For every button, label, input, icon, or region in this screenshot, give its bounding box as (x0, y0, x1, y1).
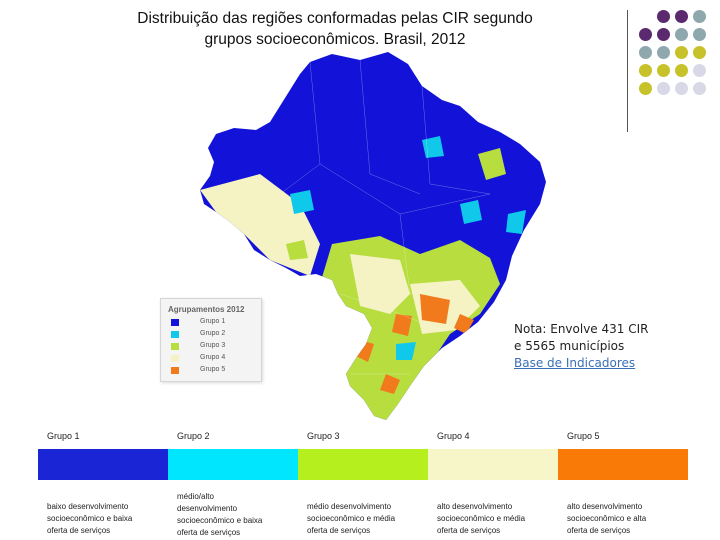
title-line-2: grupos socioeconômicos. Brasil, 2012 (204, 31, 466, 48)
group-description-line: oferta de serviços (437, 526, 501, 535)
group-description-line: médio/alto (177, 492, 214, 501)
group-description-line: baixo desenvolvimento (47, 502, 129, 511)
note-line-1: Nota: Envolve 431 CIR (514, 322, 649, 336)
map-legend-swatch (171, 319, 179, 326)
region-group-3-west (286, 240, 308, 260)
group-name: Grupo 2 (177, 431, 210, 441)
map-legend-label: Grupo 4 (200, 354, 226, 361)
decorative-dot (657, 10, 670, 23)
group-description-line: oferta de serviços (307, 526, 371, 535)
decorative-dot (657, 82, 670, 95)
group-name: Grupo 3 (307, 431, 340, 441)
note-line-2: e 5565 municípios (514, 339, 625, 353)
decorative-dot (675, 46, 688, 59)
decorative-dot (639, 64, 652, 77)
map-legend-label: Grupo 2 (200, 330, 226, 337)
group-description-line: socioeconômico e baixa (177, 516, 263, 525)
group-description: médio desenvolvimento socioeconômico e m… (307, 501, 427, 537)
map-legend: Agrupamentos 2012 Grupo 1 Grupo 2 Grupo … (160, 298, 262, 382)
group-description-line: socioeconômico e média (307, 514, 396, 523)
group-name: Grupo 5 (567, 431, 600, 441)
region-group-3-south (320, 236, 500, 420)
region-group-5-a (420, 294, 450, 324)
brazil-map (200, 52, 546, 420)
indicators-link[interactable]: Base de Indicadores (514, 356, 636, 370)
group-swatch (38, 449, 168, 480)
decorative-dot (693, 82, 706, 95)
group-name: Grupo 1 (47, 431, 80, 441)
map-legend-swatch (171, 367, 179, 374)
region-group-5-d (454, 314, 474, 334)
group-swatch (168, 449, 298, 480)
region-group-5-b (392, 314, 412, 336)
group-swatch (298, 449, 428, 480)
group-description-line: socioeconômico e baixa (47, 514, 133, 523)
note-box: Nota: Envolve 431 CIR e 5565 municípios … (514, 321, 684, 372)
decorative-dot (675, 64, 688, 77)
state-borders (279, 59, 491, 375)
group-description: alto desenvolvimento socioeconômico e al… (567, 501, 687, 537)
region-group-2-d (506, 210, 526, 234)
map-legend-swatch (171, 331, 179, 338)
decorative-dot (639, 82, 652, 95)
decorative-dot (675, 28, 688, 41)
group-description-line: oferta de serviços (567, 526, 631, 535)
group-description-line: socioeconômico e alta (567, 514, 647, 523)
decorative-dot (693, 28, 706, 41)
decorative-dot (693, 10, 706, 23)
region-group-2-a (460, 200, 482, 224)
region-group-5-c (380, 374, 400, 394)
map-legend-label: Grupo 5 (200, 366, 226, 373)
decorative-dot (657, 64, 670, 77)
map-legend-swatch (171, 343, 179, 350)
group-description-line: oferta de serviços (47, 526, 111, 535)
group-description: baixo desenvolvimento socioeconômico e b… (47, 501, 167, 537)
decorative-dot (639, 46, 652, 59)
group-name: Grupo 4 (437, 431, 470, 441)
group-swatch (558, 449, 688, 480)
group-description-line: oferta de serviços (177, 528, 241, 537)
title-line-1: Distribuição das regiões conformadas pel… (137, 10, 533, 27)
map-legend-label: Grupo 3 (200, 342, 226, 349)
map-legend-swatch (171, 355, 179, 362)
group-swatch (428, 449, 558, 480)
decorative-dot (693, 64, 706, 77)
decorative-dot (657, 46, 670, 59)
map-legend-label: Grupo 1 (200, 318, 226, 325)
region-group-2-e (396, 342, 416, 360)
group-description: médio/alto desenvolvimento socioeconômic… (177, 491, 297, 539)
decorative-dot (675, 10, 688, 23)
decorative-dot (639, 28, 652, 41)
region-group-2-b (290, 190, 314, 214)
group-description: alto desenvolvimento socioeconômico e mé… (437, 501, 557, 537)
group-description-line: alto desenvolvimento (437, 502, 513, 511)
decorative-divider (627, 10, 628, 132)
region-group-3-northeast (478, 148, 506, 180)
region-group-4-center (350, 254, 410, 314)
decorative-dot (657, 28, 670, 41)
decorative-dot (693, 46, 706, 59)
group-description-line: socioeconômico e média (437, 514, 526, 523)
map-legend-title: Agrupamentos 2012 (168, 305, 245, 314)
page-title: Distribuição das regiões conformadas pel… (100, 8, 570, 50)
decorative-dot (675, 82, 688, 95)
group-description-line: desenvolvimento (177, 504, 238, 513)
group-description-line: médio desenvolvimento (307, 502, 392, 511)
group-description-line: alto desenvolvimento (567, 502, 643, 511)
